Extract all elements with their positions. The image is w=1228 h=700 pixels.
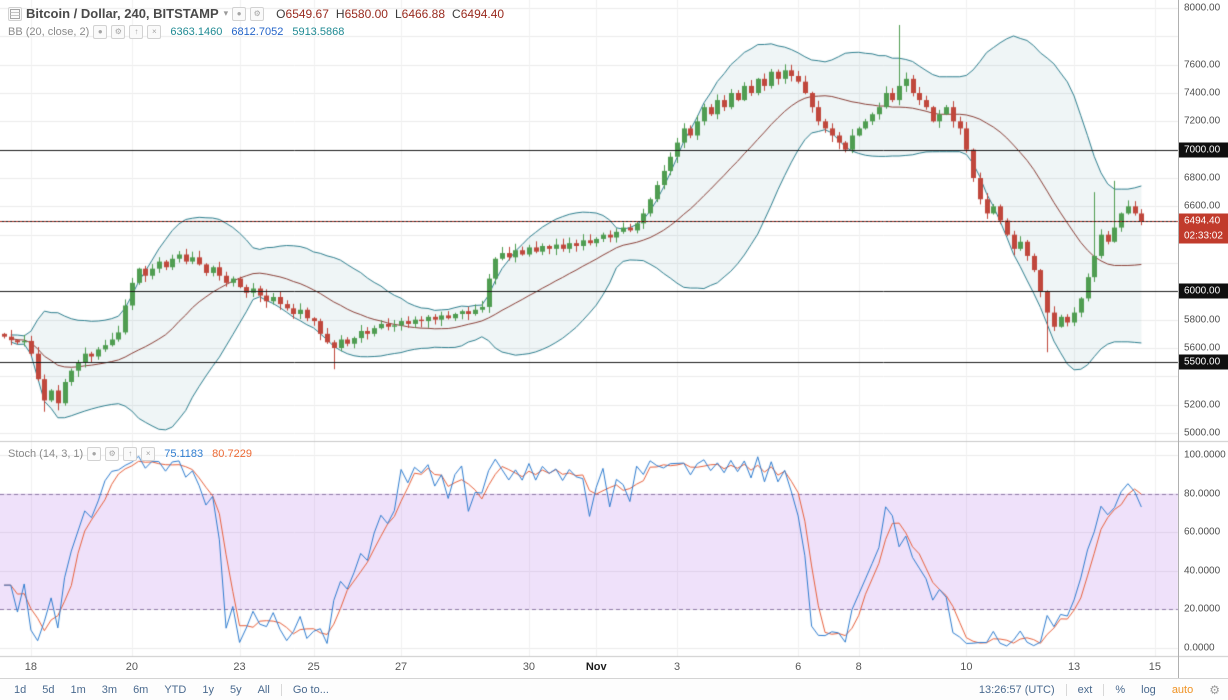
stoch-visibility-icon[interactable]: ● <box>87 447 102 461</box>
range-button-1y[interactable]: 1y <box>202 683 214 696</box>
ohlc-low-value: 6466.88 <box>401 6 446 21</box>
stoch-tick: 0.0000 <box>1184 642 1215 654</box>
stoch-moveup-icon[interactable]: ↑ <box>123 447 138 461</box>
chevron-down-icon[interactable]: ▾ <box>223 8 229 18</box>
stoch-tick: 60.0000 <box>1184 526 1221 538</box>
bb-basis-value: 6363.1460 <box>170 26 223 38</box>
gear-icon[interactable]: ⚙ <box>1209 682 1220 697</box>
symbol-visibility-icon[interactable]: ● <box>232 6 247 21</box>
price-tick: 5200.00 <box>1184 399 1221 411</box>
time-axis-label: 23 <box>233 661 246 673</box>
price-tick: 5600.00 <box>1184 342 1221 354</box>
auto-scale-toggle[interactable]: auto <box>1171 683 1194 696</box>
ohlc-high-label: H <box>335 6 345 21</box>
bb-indicator-row: BB (20, close, 2) ● ⚙ ↑ × 6363.1460 6812… <box>8 25 511 39</box>
stoch-settings-icon[interactable]: ⚙ <box>105 447 120 461</box>
price-level-label: 7000.00 <box>1179 142 1228 158</box>
time-axis-label: 6 <box>795 661 802 673</box>
range-button-5y[interactable]: 5y <box>229 683 242 696</box>
stoch-tick: 20.0000 <box>1184 603 1221 615</box>
time-axis-label: Nov <box>585 661 607 673</box>
time-axis-label: 20 <box>125 661 138 673</box>
time-axis[interactable]: 18 20 23 25 27 30 Nov 3 6 8 10 13 15 <box>0 656 1178 678</box>
time-axis-label: 30 <box>522 661 536 673</box>
ohlc-open-label: O <box>276 6 286 21</box>
last-price-label: 6494.40 <box>1179 213 1228 229</box>
stoch-indicator-row: Stoch (14, 3, 1) ● ⚙ ↑ × 75.1183 80.7229 <box>8 447 252 461</box>
ohlc-values: O6549.67 H6580.00 L6466.88 C6494.40 <box>276 7 511 21</box>
symbol-settings-icon[interactable]: ⚙ <box>250 6 265 21</box>
symbol-title[interactable]: Bitcoin / Dollar, 240, BITSTAMP <box>26 6 219 21</box>
toolbar-divider <box>1065 683 1067 696</box>
time-axis-label: 3 <box>673 661 681 673</box>
time-axis-label: 18 <box>24 661 38 673</box>
time-axis-label: 10 <box>960 661 973 673</box>
price-tick: 7200.00 <box>1184 115 1221 127</box>
main-chart-legend: Bitcoin / Dollar, 240, BITSTAMP ▾ ● ⚙ O6… <box>8 6 511 39</box>
range-button-6m[interactable]: 6m <box>133 683 149 696</box>
price-level-label: 5500.00 <box>1179 354 1228 370</box>
bb-lower-value: 5913.5868 <box>292 26 345 38</box>
time-axis-label: 13 <box>1067 661 1081 673</box>
symbol-row: Bitcoin / Dollar, 240, BITSTAMP ▾ ● ⚙ O6… <box>8 6 511 21</box>
range-button-All[interactable]: All <box>257 683 270 696</box>
bb-delete-icon[interactable]: × <box>147 25 162 39</box>
range-button-YTD[interactable]: YTD <box>164 683 187 696</box>
bb-settings-icon[interactable]: ⚙ <box>111 25 126 39</box>
range-button-3m[interactable]: 3m <box>101 683 118 696</box>
stoch-k-value: 75.1183 <box>164 448 204 460</box>
extended-hours-toggle[interactable]: ext <box>1077 683 1093 696</box>
bb-upper-value: 6812.7052 <box>231 26 284 38</box>
ohlc-close-label: C <box>452 6 461 21</box>
ohlc-low-label: L <box>394 6 402 21</box>
goto-button[interactable]: Go to... <box>292 683 329 696</box>
range-button-5d[interactable]: 5d <box>42 683 55 696</box>
price-tick: 7400.00 <box>1184 87 1221 99</box>
time-axis-label: 8 <box>855 661 862 673</box>
toolbar-right-group: 13:26:57 (UTC) ext % log auto ⚙ <box>971 683 1222 697</box>
ohlc-close-value: 6494.40 <box>460 6 505 21</box>
ohlc-open-value: 6549.67 <box>285 6 329 21</box>
range-button-1d[interactable]: 1d <box>14 683 27 696</box>
bottom-toolbar: 1d 5d 1m 3m 6m YTD 1y 5y All Go to... 13:26:57 (… <box>0 678 1228 700</box>
time-axis-label: 15 <box>1148 661 1161 673</box>
stoch-delete-icon[interactable]: × <box>141 447 156 461</box>
bar-countdown-label: 02:33:02 <box>1179 228 1228 244</box>
ohlc-high-value: 6580.00 <box>344 6 388 21</box>
range-button-group: 1d 5d 1m 3m 6m YTD 1y 5y All <box>6 684 278 696</box>
price-axis[interactable]: 8000.00 7600.00 7400.00 7200.00 6800.00 6600.… <box>1178 0 1228 678</box>
bb-label[interactable]: BB (20, close, 2) <box>8 26 90 38</box>
bb-moveup-icon[interactable]: ↑ <box>129 25 144 39</box>
price-tick: 5000.00 <box>1184 427 1221 439</box>
bb-visibility-icon[interactable]: ● <box>93 25 108 39</box>
price-tick: 7600.00 <box>1184 59 1221 71</box>
stoch-d-value: 80.7229 <box>212 448 252 460</box>
stoch-label[interactable]: Stoch (14, 3, 1) <box>8 448 84 460</box>
time-axis-label: 25 <box>307 661 320 673</box>
price-tick: 8000.00 <box>1184 2 1221 14</box>
price-tick: 5800.00 <box>1184 314 1221 326</box>
stoch-tick: 100.0000 <box>1184 449 1226 461</box>
clock[interactable]: 13:26:57 (UTC) <box>978 683 1055 696</box>
chart-icon-glyph <box>10 8 20 19</box>
time-axis-label: 27 <box>394 661 408 673</box>
stoch-tick: 80.0000 <box>1184 488 1221 500</box>
price-tick: 6600.00 <box>1184 200 1221 212</box>
price-level-label: 6000.00 <box>1179 283 1228 299</box>
chart-icon[interactable] <box>8 6 22 21</box>
toolbar-divider <box>1103 683 1105 696</box>
range-button-1m[interactable]: 1m <box>70 683 86 696</box>
stoch-tick: 40.0000 <box>1184 565 1221 577</box>
log-scale-toggle[interactable]: log <box>1141 683 1156 696</box>
percent-scale-toggle[interactable]: % <box>1115 683 1126 696</box>
toolbar-divider <box>280 683 282 696</box>
price-tick: 6800.00 <box>1184 172 1221 184</box>
